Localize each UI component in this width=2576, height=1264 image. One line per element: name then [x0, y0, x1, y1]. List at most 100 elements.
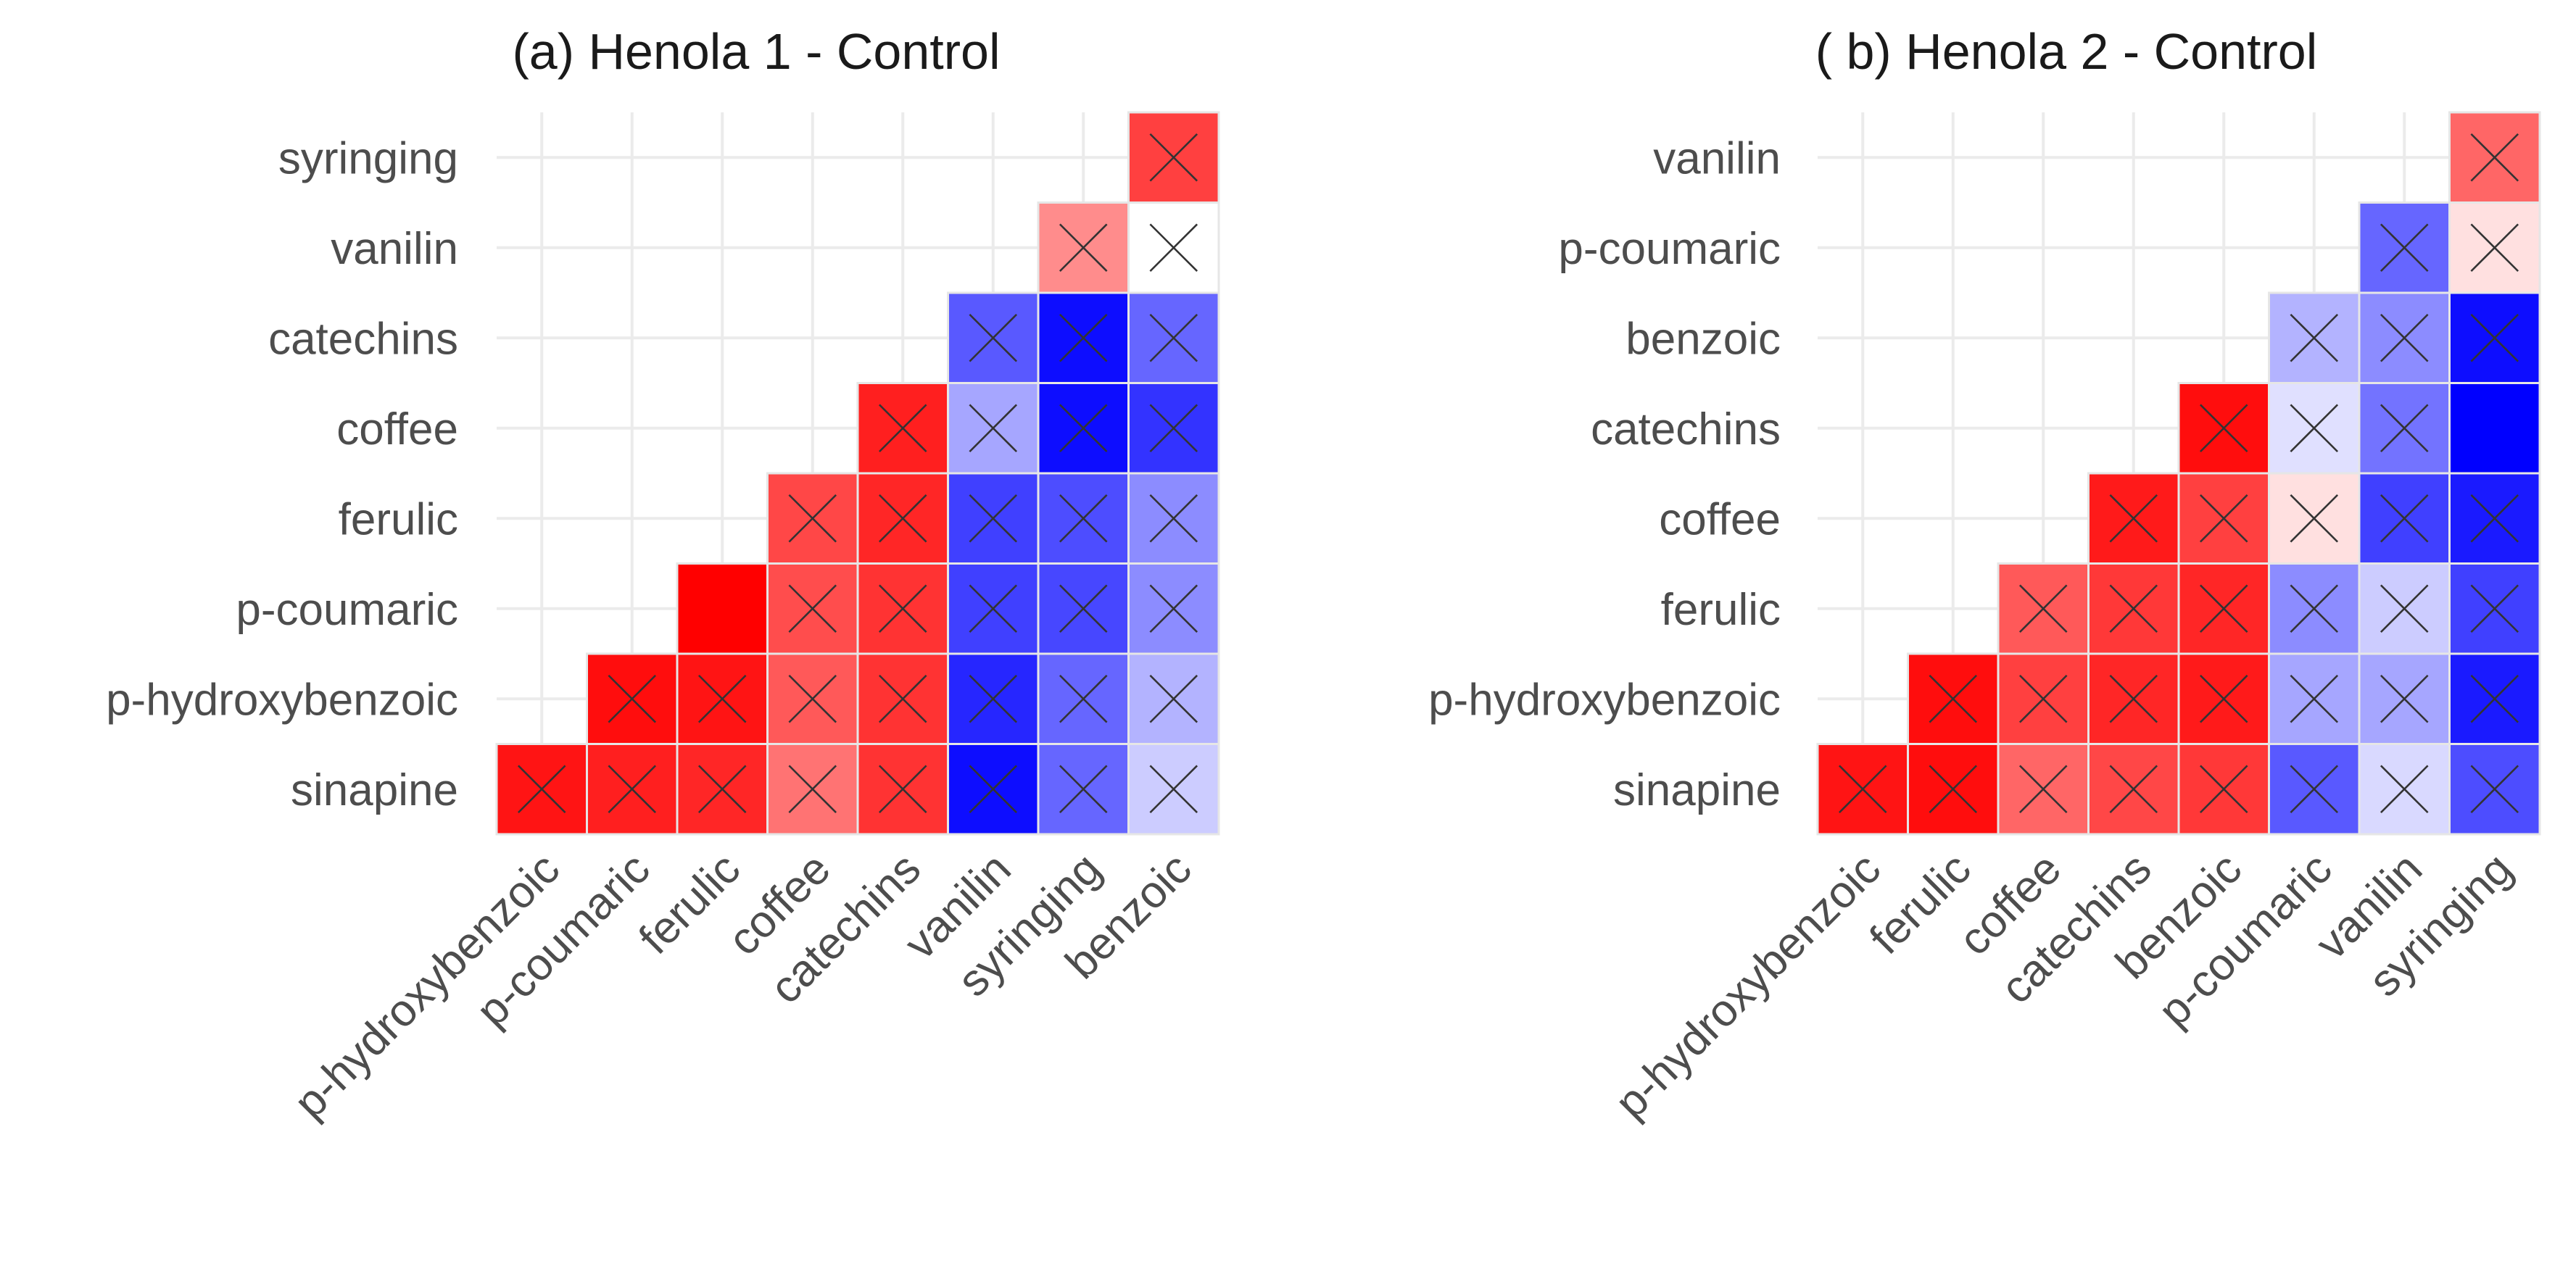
cross-mark-stroke [878, 765, 927, 814]
cross-mark [2018, 765, 2068, 814]
cross-mark [2380, 313, 2429, 362]
heatmap-cell-p-coumaric-ferulic [676, 562, 769, 655]
panel-b-title: ( b) Henola 2 - Control [1815, 23, 2318, 80]
cross-mark-stroke [878, 674, 927, 723]
y-tick-label-ferulic: ferulic [1661, 585, 1781, 635]
cross-mark-stroke [969, 313, 1018, 362]
y-tick-label-p-hydroxybenzoic: p-hydroxybenzoic [1428, 675, 1781, 725]
cross-mark [2470, 674, 2519, 723]
cross-mark [2380, 674, 2429, 723]
cross-mark-stroke [1149, 494, 1198, 543]
cross-mark [1149, 223, 1198, 273]
cross-mark-stroke [2109, 674, 2158, 723]
cross-mark [697, 674, 747, 723]
heatmap-cell-ferulic-vanilin [2358, 562, 2451, 655]
cross-mark-stroke [1149, 404, 1198, 453]
cross-mark-stroke [2290, 313, 2339, 362]
y-tick-label-vanilin: vanilin [331, 224, 458, 274]
cross-mark [2199, 584, 2248, 633]
cross-mark-stroke [2018, 584, 2068, 633]
cross-mark-stroke [1929, 674, 1978, 723]
cross-mark [969, 765, 1018, 814]
cross-mark [878, 674, 927, 723]
cross-mark-stroke [2290, 584, 2339, 633]
cross-mark [2470, 584, 2519, 633]
x-tick-label-ferulic: ferulic [1860, 844, 1981, 964]
cross-mark-stroke [2199, 765, 2248, 814]
cross-mark-stroke [2380, 313, 2429, 362]
cross-mark-stroke [1929, 765, 1978, 814]
cross-mark [2018, 584, 2068, 633]
cross-mark [2380, 404, 2429, 453]
cross-mark-stroke [2380, 674, 2429, 723]
cross-mark [2290, 404, 2339, 453]
y-tick-label-catechins: catechins [268, 314, 458, 364]
cross-mark-stroke [2109, 765, 2158, 814]
y-tick-label-syringing: syringing [278, 133, 458, 183]
cross-mark-stroke [697, 765, 747, 814]
cross-mark [1149, 494, 1198, 543]
cross-mark-stroke [2470, 133, 2519, 182]
cross-mark [2380, 223, 2429, 273]
cross-mark-stroke [2380, 494, 2429, 543]
cross-mark-stroke [1149, 674, 1198, 723]
cross-mark-stroke [2380, 584, 2429, 633]
cross-mark-stroke [2290, 765, 2339, 814]
cross-mark [1059, 404, 1108, 453]
cross-mark-stroke [1059, 765, 1108, 814]
cross-mark [2470, 223, 2519, 273]
cross-mark [1929, 674, 1978, 723]
cross-mark [788, 765, 837, 814]
cross-mark-stroke [788, 765, 837, 814]
cross-mark-stroke [1059, 404, 1108, 453]
cross-mark [969, 674, 1018, 723]
cross-mark-stroke [1838, 765, 1887, 814]
cross-mark [2470, 765, 2519, 814]
cross-mark [878, 494, 927, 543]
cross-mark-stroke [2109, 584, 2158, 633]
panel-henola-1: (a) Henola 1 - Control syringing vanilin c… [106, 23, 1220, 1128]
cross-mark-stroke [2199, 584, 2248, 633]
y-tick-label-p-hydroxybenzoic: p-hydroxybenzoic [106, 675, 458, 725]
cross-mark [1149, 404, 1198, 453]
y-axis-labels: vanilin p-coumaric benzoic catechins coffee f… [1428, 133, 1781, 815]
cross-mark [2109, 494, 2158, 543]
cross-mark-stroke [969, 584, 1018, 633]
cross-mark-stroke [2290, 494, 2339, 543]
cross-mark [788, 674, 837, 723]
cross-mark [2470, 313, 2519, 362]
y-tick-label-coffee: coffee [1659, 494, 1781, 544]
cross-mark [2109, 674, 2158, 723]
cross-mark [788, 494, 837, 543]
y-tick-label-p-coumaric: p-coumaric [236, 585, 458, 635]
cross-mark-stroke [2380, 765, 2429, 814]
cross-mark-stroke [1149, 584, 1198, 633]
cross-mark-stroke [1149, 133, 1198, 182]
y-tick-label-sinapine: sinapine [1613, 765, 1781, 815]
cross-mark-stroke [2470, 765, 2519, 814]
cross-mark-stroke [2290, 674, 2339, 723]
cross-mark-stroke [878, 584, 927, 633]
cross-mark [969, 404, 1018, 453]
cross-mark [608, 674, 657, 723]
cross-mark [1059, 494, 1108, 543]
cross-mark-stroke [1059, 313, 1108, 362]
cross-mark [2018, 674, 2068, 723]
y-tick-label-coffee: coffee [336, 404, 458, 454]
cross-mark [1059, 584, 1108, 633]
cross-mark-stroke [2380, 404, 2429, 453]
y-tick-label-vanilin: vanilin [1653, 133, 1781, 183]
cross-mark-stroke [969, 674, 1018, 723]
y-tick-label-ferulic: ferulic [339, 494, 458, 544]
cross-mark [2109, 765, 2158, 814]
heatmap-cells [1816, 111, 2541, 836]
cross-mark-stroke [2018, 674, 2068, 723]
cross-mark [2380, 765, 2429, 814]
cross-mark [517, 765, 566, 814]
cross-mark-stroke [608, 765, 657, 814]
cross-mark-stroke [2470, 313, 2519, 362]
x-axis-labels: p-hydroxybenzoicp-coumaricferuliccoffeec… [285, 844, 1201, 1128]
cross-mark [969, 494, 1018, 543]
cross-mark-stroke [2380, 223, 2429, 273]
cross-mark [1149, 674, 1198, 723]
